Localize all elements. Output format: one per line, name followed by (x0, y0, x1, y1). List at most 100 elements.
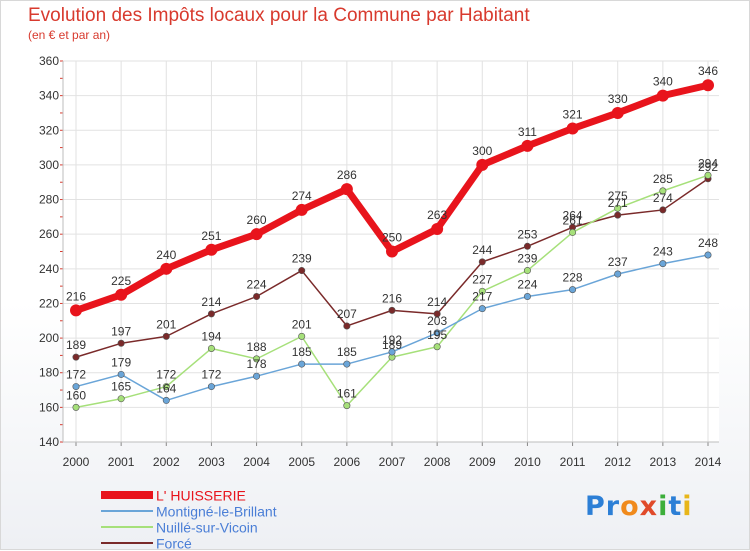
data-label: 216 (66, 289, 86, 303)
data-point (659, 206, 667, 214)
data-label: 188 (247, 340, 267, 354)
y-tick-label: 300 (39, 158, 59, 172)
data-label: 214 (427, 295, 447, 309)
x-tick-label: 2005 (288, 455, 315, 469)
data-point (433, 310, 441, 318)
data-point (523, 242, 531, 250)
legend-label: Nuillé-sur-Vicoin (156, 519, 258, 536)
data-point (343, 360, 351, 368)
data-label: 192 (382, 333, 402, 347)
data-label: 286 (337, 168, 357, 182)
data-label: 178 (247, 357, 267, 371)
data-point (659, 187, 667, 195)
data-label: 239 (292, 252, 312, 266)
data-label: 251 (201, 229, 221, 243)
legend-swatch (101, 542, 153, 545)
data-point (476, 158, 489, 171)
data-point (386, 245, 398, 258)
y-tick-label: 280 (39, 193, 59, 207)
data-point (614, 204, 622, 212)
legend: L' HUISSERIE Montigné-le-Brillant Nuillé… (101, 486, 277, 551)
data-label: 243 (653, 245, 673, 259)
data-label: 203 (427, 314, 447, 328)
y-tick-label: 260 (39, 227, 59, 241)
data-label: 189 (382, 338, 402, 352)
y-tick-label: 240 (39, 262, 59, 276)
logo-letters: x (639, 491, 659, 522)
data-label: 161 (337, 387, 357, 401)
data-point (295, 203, 308, 216)
data-point (656, 89, 669, 102)
data-label: 201 (292, 317, 312, 331)
data-label: 285 (653, 172, 673, 186)
data-label: 346 (698, 64, 718, 78)
data-point (388, 306, 396, 314)
data-point (298, 360, 306, 368)
data-point (611, 106, 624, 119)
x-tick-label: 2009 (469, 455, 496, 469)
data-point (205, 243, 218, 256)
data-point (72, 383, 80, 391)
x-tick-label: 2004 (243, 455, 270, 469)
y-tick-label: 160 (39, 400, 59, 414)
data-label: 271 (608, 196, 628, 210)
data-label: 225 (111, 274, 131, 288)
data-point (162, 383, 170, 391)
y-tick-label: 340 (39, 89, 59, 103)
y-tick-label: 180 (39, 366, 59, 380)
y-tick-label: 200 (39, 331, 59, 345)
data-label: 294 (698, 156, 718, 170)
data-label: 244 (472, 243, 492, 257)
data-label: 228 (563, 271, 583, 285)
data-point (70, 304, 82, 317)
x-tick-label: 2006 (334, 455, 361, 469)
data-point (433, 343, 441, 351)
data-label: 172 (201, 368, 221, 382)
data-label: 260 (247, 213, 267, 227)
legend-label: L' HUISSERIE (156, 487, 246, 504)
data-point (117, 370, 125, 378)
data-label: 224 (247, 278, 267, 292)
data-point (478, 287, 486, 295)
data-label: 194 (201, 329, 221, 343)
data-label: 340 (653, 75, 673, 89)
data-label: 240 (156, 248, 176, 262)
x-tick-label: 2003 (198, 455, 225, 469)
chart-title: Evolution des Impôts locaux pour la Comm… (28, 5, 530, 26)
data-point (253, 355, 261, 363)
proxiti-logo: Proxiti (585, 491, 693, 522)
legend-item-montigne: Montigné-le-Brillant (101, 502, 277, 520)
legend-swatch (101, 510, 153, 513)
data-point (702, 79, 714, 92)
data-label: 311 (518, 125, 537, 139)
legend-swatch (101, 491, 153, 500)
x-tick-label: 2008 (424, 455, 451, 469)
data-point (704, 171, 712, 179)
data-point (162, 332, 170, 340)
chart-subtitle: (en € et par an) (28, 28, 111, 42)
data-point (431, 222, 444, 235)
legend-label: Montigné-le-Brillant (156, 503, 277, 520)
data-label: 274 (653, 191, 673, 205)
data-point (298, 267, 306, 275)
x-tick-label: 2001 (108, 455, 135, 469)
data-point (659, 260, 667, 268)
data-label: 263 (427, 208, 447, 222)
data-label: 201 (156, 317, 176, 331)
x-tick-label: 2000 (63, 455, 90, 469)
data-label: 275 (608, 189, 628, 203)
x-tick-label: 2013 (650, 455, 677, 469)
x-tick-label: 2011 (560, 455, 586, 469)
data-label: 207 (337, 307, 357, 321)
data-point (478, 305, 486, 313)
data-label: 197 (111, 324, 131, 338)
data-label: 214 (201, 295, 221, 309)
data-point (569, 228, 577, 236)
y-tick-label: 320 (39, 123, 59, 137)
data-label: 292 (698, 160, 718, 174)
legend-item-nuille: Nuillé-sur-Vicoin (101, 518, 277, 536)
data-label: 261 (563, 213, 583, 227)
legend-item-force: Forcé (101, 534, 277, 551)
